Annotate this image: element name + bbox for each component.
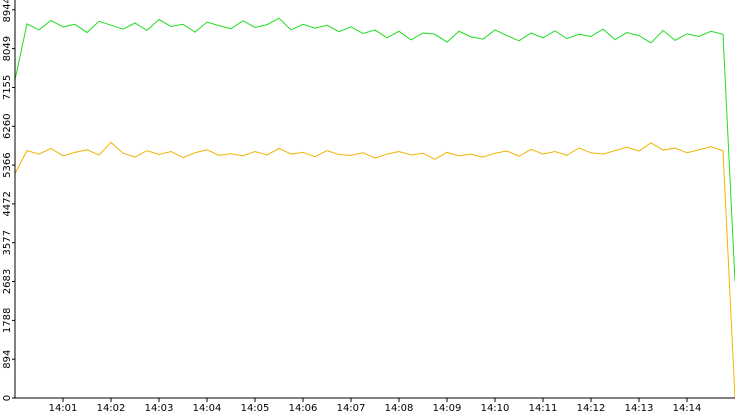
y-tick-label: 2683 [2, 269, 13, 294]
x-tick-label: 14:02 [97, 403, 126, 414]
y-tick-label: 4472 [2, 191, 13, 216]
y-tick-label: 5366 [2, 152, 13, 177]
data-line [14, 17, 735, 282]
y-tick-label: 0 [2, 395, 13, 401]
y-tick-label: 3577 [2, 230, 13, 255]
x-tick-label: 14:08 [385, 403, 414, 414]
x-tick-label: 14:11 [529, 403, 558, 414]
y-tick-label: 7155 [2, 75, 13, 100]
x-tick-label: 14:03 [145, 403, 174, 414]
y-tick-label: 1788 [2, 308, 13, 333]
y-tick-label: 8049 [2, 36, 13, 61]
x-tick-label: 14:09 [433, 403, 462, 414]
y-tick-label: 8944 [2, 0, 13, 23]
x-tick-label: 14:10 [481, 403, 510, 414]
x-tick-label: 14:05 [241, 403, 270, 414]
x-tick-label: 14:04 [193, 403, 222, 414]
y-tick-label: 6260 [2, 114, 13, 139]
x-tick-label: 14:07 [337, 403, 366, 414]
x-tick-label: 14:12 [577, 403, 606, 414]
x-tick-label: 14:01 [49, 403, 78, 414]
data-line [14, 141, 735, 399]
y-tick-label: 894 [2, 350, 13, 369]
x-tick-label: 14:13 [625, 403, 654, 414]
x-tick-label: 14:14 [673, 403, 702, 414]
x-tick-label: 14:06 [289, 403, 318, 414]
